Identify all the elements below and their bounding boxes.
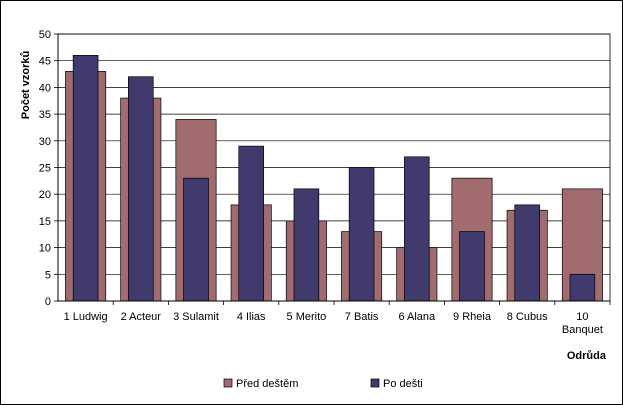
x-tick-label: 10 Banquet <box>562 311 603 336</box>
x-tick-label: 5 Merito <box>287 311 327 323</box>
legend-swatch-po-desti <box>370 378 380 388</box>
y-tick-label: 25 <box>39 163 51 175</box>
x-tick-label: 8 Cubus <box>507 311 548 323</box>
bar-po-desti <box>128 76 154 302</box>
legend-label-pred-destem: Před deštěm <box>236 378 298 390</box>
y-tick-label: 10 <box>39 243 51 255</box>
bar-po-desti <box>183 177 209 302</box>
tick-labels: 0 5 10 15 20 25 30 35 40 45 50 1 Ludwig 2 Acteur 3 Su… <box>39 29 603 336</box>
y-axis-title: Počet vzorků <box>20 51 32 119</box>
x-tick-label: 1 Ludwig <box>64 311 108 323</box>
y-tick-label: 20 <box>39 189 51 201</box>
bar-po-desti <box>238 145 264 302</box>
x-axis-title: Odrůda <box>567 350 607 362</box>
x-tick-label: 9 Rheia <box>453 311 492 323</box>
bar-po-desti <box>404 156 430 302</box>
y-tick-label: 40 <box>39 82 51 94</box>
y-tick-label: 50 <box>39 29 51 41</box>
bar-po-desti <box>348 167 375 302</box>
y-tick-label: 45 <box>39 56 51 68</box>
y-tick-label: 35 <box>39 109 51 121</box>
bar-po-desti <box>569 273 596 302</box>
legend-label-po-desti: Po dešti <box>383 378 423 390</box>
bar-po-desti <box>514 204 540 302</box>
bar-po-desti <box>293 188 320 302</box>
legend: Před deštěm Po dešti <box>223 378 423 390</box>
axes <box>54 33 611 305</box>
y-tick-label: 15 <box>39 216 51 228</box>
x-tick-label: 7 Batis <box>345 311 379 323</box>
bar-po-desti <box>459 231 485 302</box>
y-tick-label: 0 <box>45 296 51 308</box>
y-tick-label: 30 <box>39 136 51 148</box>
y-tick-label: 5 <box>45 269 51 281</box>
x-tick-label: 2 Acteur <box>121 311 162 323</box>
x-tick-label: 4 Ilias <box>237 311 266 323</box>
legend-swatch-pred-destem <box>223 378 233 388</box>
x-tick-label: 6 Alana <box>398 311 436 323</box>
bar-po-desti <box>72 55 99 302</box>
x-tick-label: 3 Sulamit <box>173 311 219 323</box>
